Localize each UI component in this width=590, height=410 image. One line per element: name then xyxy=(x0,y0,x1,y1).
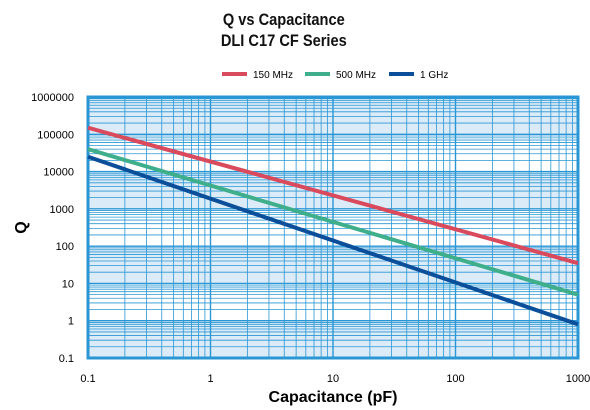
chart-title-block: Q vs Capacitance DLI C17 CF Series xyxy=(0,9,568,51)
y-tick-label: 10 xyxy=(62,278,74,290)
x-tick-label: 100 xyxy=(446,373,464,385)
y-tick-label: 1 xyxy=(68,316,74,328)
x-axis-title: Capacitance (pF) xyxy=(269,389,398,406)
x-tick-label: 1 xyxy=(207,373,213,385)
y-axis-title: Q xyxy=(13,221,30,233)
y-tick-label: 0.1 xyxy=(59,353,74,365)
legend-label: 150 MHz xyxy=(253,70,293,81)
chart-title: Q vs Capacitance xyxy=(222,10,345,29)
x-tick-label: 10 xyxy=(327,373,339,385)
chart-subtitle: DLI C17 CF Series xyxy=(220,31,347,50)
series-line xyxy=(87,147,579,297)
y-tick-label: 100000 xyxy=(37,129,74,141)
grid xyxy=(87,97,578,359)
series-line xyxy=(87,125,579,266)
plot-frame xyxy=(86,95,580,360)
y-tick-label: 100 xyxy=(56,241,74,253)
y-tick-label: 1000000 xyxy=(31,92,74,104)
x-tick-label: 0.1 xyxy=(80,373,95,385)
y-tick-label: 1000 xyxy=(50,204,74,216)
legend-label: 1 GHz xyxy=(420,70,448,81)
series-line xyxy=(87,154,579,327)
legend-label: 500 MHz xyxy=(336,70,376,81)
x-tick-label: 1000 xyxy=(566,373,590,385)
y-tick-label: 10000 xyxy=(43,167,74,179)
